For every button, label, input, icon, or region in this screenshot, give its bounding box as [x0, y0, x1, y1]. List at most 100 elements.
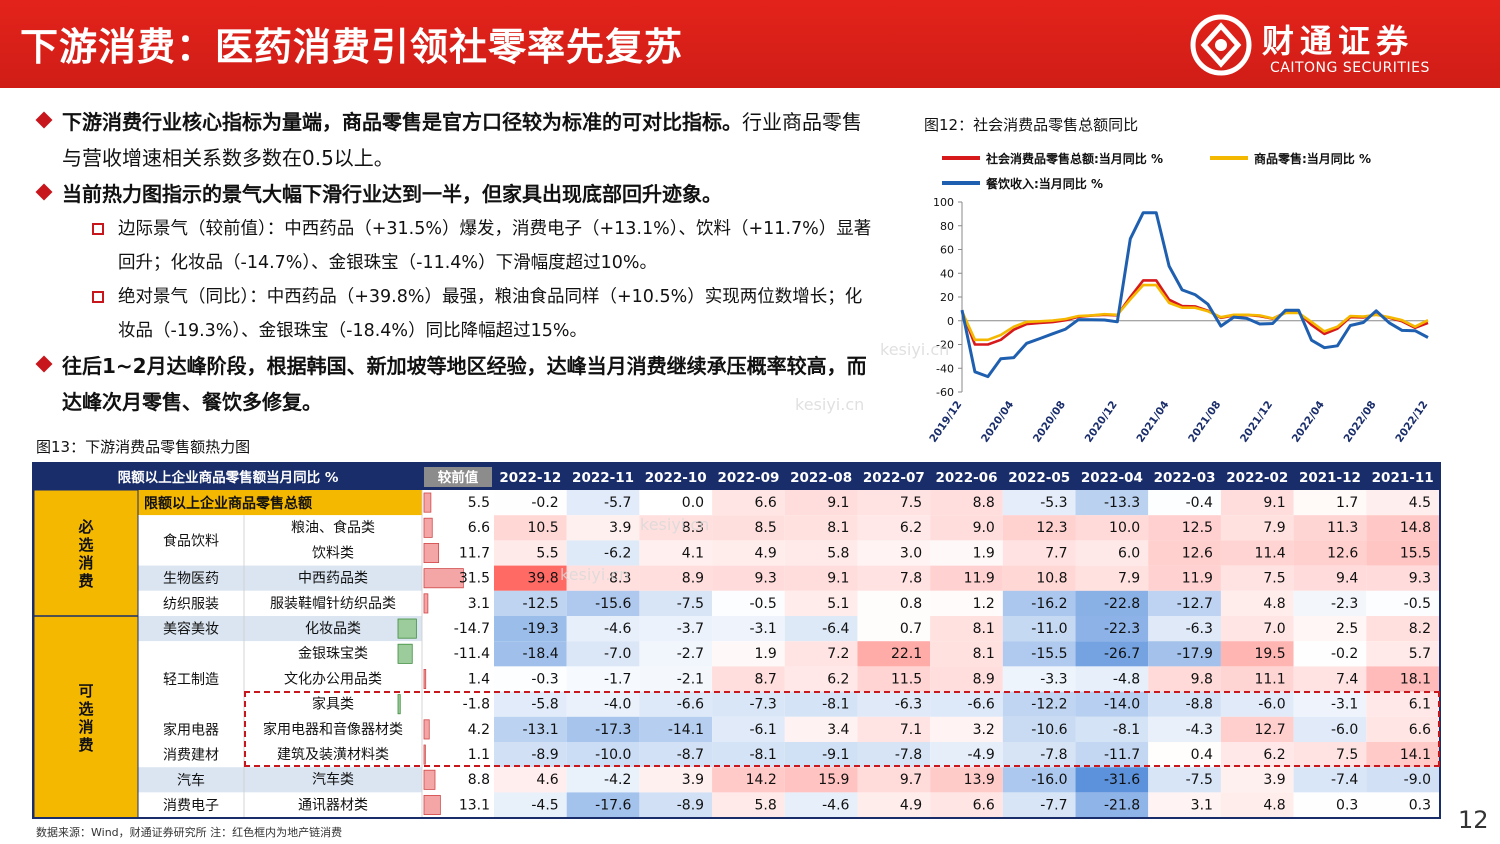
figure-12-title: 图12：社会消费品零售总额同比 [924, 116, 1139, 134]
heat-cell [566, 691, 640, 717]
heat-cell [494, 666, 567, 692]
bullet-1-text: 行业商品零售与营收增速相关系数多数在0.5以上。 [62, 110, 862, 170]
level3-cell [244, 666, 422, 692]
heat-value: 9.3 [755, 571, 777, 587]
heat-cell [1220, 666, 1294, 692]
delta-value: 1.1 [468, 747, 490, 763]
heat-cell [639, 616, 713, 642]
heat-value: 1.9 [973, 545, 995, 561]
heat-value: -14.0 [1104, 697, 1140, 713]
heat-value: -26.7 [1104, 646, 1140, 662]
heatmap-title: 限额以上企业商品零售额当月同比 % [118, 469, 339, 486]
heat-cell [857, 716, 931, 742]
level2-label: 轻工制造 [163, 672, 219, 688]
caitong-logo-icon [1190, 14, 1252, 76]
heat-cell [639, 792, 713, 818]
heat-value: 8.9 [973, 671, 995, 687]
heat-cell [1220, 767, 1294, 793]
heatmap-table: 限额以上企业商品零售额当月同比 % 较前值 2022-12 2022-11 2022-1… [32, 462, 1441, 819]
delta-value: 5.5 [468, 495, 490, 511]
heat-value: 6.6 [755, 495, 777, 511]
heat-cell [639, 565, 713, 591]
heat-value: -16.2 [1031, 596, 1067, 612]
heat-cell [566, 666, 640, 692]
heat-value: -12.2 [1031, 697, 1067, 713]
heat-value: -22.8 [1104, 596, 1140, 612]
heat-cell [784, 490, 858, 516]
level2-cell [138, 590, 244, 616]
heat-value: -12.5 [522, 596, 558, 612]
heat-value: -6.6 [677, 697, 704, 713]
delta-bar [397, 694, 401, 715]
heat-cell [857, 565, 931, 591]
heat-value: 7.5 [1336, 747, 1358, 763]
bullet-1: 下游消费行业核心指标为量端，商品零售是官方口径较为标准的可对比指标。行业商品零售… [34, 104, 874, 176]
month-header: 2022-11 [572, 470, 634, 486]
heat-value: 0.3 [1336, 797, 1358, 813]
prev-header: 较前值 [438, 469, 479, 486]
heat-cell [1293, 590, 1367, 616]
heat-value: -21.8 [1104, 797, 1140, 813]
heat-value: 6.6 [973, 797, 995, 813]
level2-cell [138, 515, 244, 566]
heat-value: 6.6 [1409, 722, 1431, 738]
diamond-bullet-icon [35, 183, 53, 201]
group-cell [33, 615, 139, 819]
bullet-3-bold: 往后1~2月达峰阶段，根据韩国、新加坡等地区经验，达峰当月消费继续承压概率较高，… [62, 354, 867, 414]
heat-cell [494, 767, 567, 793]
heat-value: 7.4 [1336, 671, 1358, 687]
heat-value: 5.5 [536, 545, 558, 561]
heat-value: -0.2 [1331, 646, 1358, 662]
heat-value: 0.0 [682, 495, 704, 511]
heat-value: 3.9 [609, 520, 631, 536]
heat-value: -16.0 [1031, 772, 1067, 788]
heat-value: -22.3 [1104, 621, 1140, 637]
heat-cell [1220, 641, 1294, 667]
heat-value: -8.9 [531, 747, 558, 763]
heat-cell [566, 716, 640, 742]
heat-value: 7.0 [1263, 621, 1285, 637]
heat-cell [1366, 641, 1439, 667]
level3-label: 家用电器和音像器材类 [263, 721, 403, 738]
heat-value: 0.3 [1409, 797, 1431, 813]
delta-bar [423, 794, 441, 815]
level2-label: 生物医药 [163, 571, 219, 587]
group-label-char: 选 [78, 536, 93, 554]
heat-cell [494, 792, 567, 818]
heat-cell [566, 490, 640, 516]
watermark: kesiyi.cn [560, 565, 630, 584]
heat-value: -14.1 [668, 722, 704, 738]
level3-cell [244, 716, 422, 742]
heat-value: -9.0 [1404, 772, 1431, 788]
heat-value: 22.1 [891, 646, 922, 662]
delta-value: -11.4 [454, 646, 490, 662]
group-label-char: 消 [78, 554, 93, 572]
heat-value: 8.1 [973, 621, 995, 637]
heat-value: 5.8 [827, 545, 849, 561]
level3-cell [244, 641, 422, 667]
heat-value: -6.2 [604, 545, 631, 561]
heat-cell [566, 565, 640, 591]
level3-label: 通讯器材类 [298, 797, 368, 813]
heat-value: -11.0 [1031, 621, 1067, 637]
heat-cell [930, 515, 1003, 541]
heat-value: 5.8 [755, 797, 777, 813]
diamond-bullet-icon [35, 111, 53, 129]
heat-value: -8.7 [677, 747, 704, 763]
header-bar: 下游消费：医药消费引领社零率先复苏 财通证券 CAITONG SECURITIE… [0, 0, 1500, 88]
heat-value: 10.0 [1109, 520, 1140, 536]
heat-cell [784, 666, 858, 692]
heat-cell [639, 666, 713, 692]
heat-value: 4.9 [755, 545, 777, 561]
heat-value: -6.3 [895, 697, 922, 713]
heat-cell [566, 515, 640, 541]
heat-cell [784, 716, 858, 742]
month-header: 2022-02 [1226, 470, 1288, 486]
heat-value: 4.5 [1409, 495, 1431, 511]
heat-cell [566, 792, 640, 818]
legend-label: 餐饮收入:当月同比 % [986, 176, 1103, 191]
heat-value: 5.7 [1409, 646, 1431, 662]
heat-cell [1002, 666, 1076, 692]
heat-value: 8.7 [755, 671, 777, 687]
sub-bullet-1: 边际景气（较前值）：中西药品（+31.5%）爆发，消费电子（+13.1%）、饮料… [34, 212, 874, 280]
